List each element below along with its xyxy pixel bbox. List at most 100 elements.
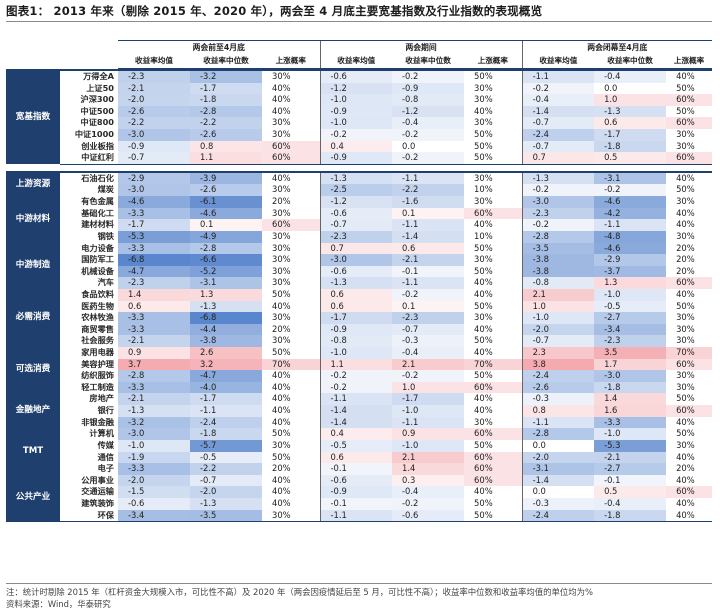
mean-return-cell: -1.4 (521, 474, 595, 487)
median-return-cell: -1.0 (594, 288, 667, 301)
table-row: 中证1000 -3.0 -2.6 30% -0.2 -0.2 50% -2.4 -1.7 30% (6, 129, 712, 141)
mean-return-cell: -3.3 (118, 381, 190, 394)
mean-return-cell: -1.7 (118, 219, 190, 231)
mean-return-cell: -2.6 (118, 105, 190, 118)
rise-probability-cell: 60% (262, 152, 321, 165)
median-return-cell: -2.8 (190, 105, 262, 118)
row-name: 纺织服饰 (81, 370, 114, 381)
rise-probability-cell: 30% (676, 381, 695, 392)
rise-probability-cell: 30% (676, 323, 695, 334)
rise-probability-cell: 30% (272, 184, 291, 195)
header-blank (6, 54, 118, 69)
rise-probability-cell: 50% (272, 451, 291, 462)
median-return-cell: -3.1 (594, 172, 667, 185)
median-return-cell: -2.2 (190, 463, 262, 475)
mean-return-cell: -3.0 (118, 184, 190, 197)
rise-probability-cell: 60% (666, 486, 713, 498)
median-return-cell: -1.2 (392, 105, 465, 118)
rise-probability-cell: 60% (666, 152, 713, 165)
mean-return-cell: -3.3 (118, 323, 190, 336)
median-return-cell: 0.8 (190, 140, 262, 153)
section-rule (6, 68, 713, 71)
median-return-cell: -0.5 (594, 300, 667, 313)
row-name: 家用电器 (81, 347, 114, 358)
table-row: 上游资源 石油石化 -2.9 -3.9 40% -1.3 -1.1 30% -1.3 -3.1 40… (6, 172, 712, 197)
rise-probability-cell: 60% (666, 94, 713, 106)
median-return-cell: -3.7 (594, 265, 667, 278)
mean-return-cell: -0.5 (319, 439, 393, 452)
rise-probability-cell: 40% (272, 300, 291, 311)
median-return-cell: -3.0 (594, 370, 667, 382)
column-header: 收益率均值 (521, 54, 595, 69)
median-return-cell: -0.2 (392, 129, 465, 141)
row-name: 石油石化 (81, 172, 114, 183)
median-return-cell: 0.1 (190, 219, 262, 231)
row-name: 社会服务 (81, 335, 114, 346)
rise-probability-cell: 50% (676, 428, 695, 439)
median-return-cell: 2.1 (392, 358, 465, 371)
row-name: 医药生物 (81, 300, 114, 311)
median-return-cell: -4.0 (190, 381, 262, 394)
mean-return-cell: -0.2 (319, 381, 393, 394)
table-row: 交通运输 -1.5 -2.0 40% -0.9 -0.4 40% 0.0 0.5 60% (6, 486, 713, 498)
row-name: 食品饮料 (81, 288, 114, 299)
rise-probability-cell: 40% (474, 486, 493, 497)
mean-return-cell: -2.8 (521, 230, 595, 243)
mean-return-cell: -1.1 (521, 71, 595, 83)
mean-return-cell: -1.9 (118, 451, 190, 464)
title-divider (6, 21, 712, 22)
mean-return-cell: -2.0 (118, 474, 190, 487)
rise-probability-cell: 10% (474, 184, 493, 195)
column-header: 收益率中位数 (190, 54, 262, 69)
row-name: 交通运输 (81, 486, 114, 497)
mean-return-cell: 3.8 (521, 358, 595, 371)
median-return-cell: -3.1 (190, 277, 262, 289)
mean-return-cell: -0.3 (521, 497, 595, 510)
rise-probability-cell: 40% (676, 219, 695, 230)
section-label: 中游制造 (6, 242, 60, 289)
median-return-cell: -4.4 (190, 323, 262, 336)
row-name: 美容护理 (81, 358, 114, 369)
mean-return-cell: -3.3 (118, 242, 190, 255)
median-return-cell: -0.1 (594, 474, 667, 487)
rise-probability-cell: 20% (676, 242, 695, 253)
rise-probability-cell: 50% (464, 152, 523, 165)
mean-return-cell: -3.0 (118, 428, 190, 440)
table-row: 轻工制造 -3.3 -4.0 40% -0.2 1.0 60% -2.6 -1.8 30% (6, 381, 712, 394)
rise-probability-cell: 40% (474, 277, 493, 288)
rise-probability-cell: 30% (474, 117, 493, 128)
median-return-cell: 1.0 (594, 94, 667, 106)
rise-probability-cell: 40% (676, 207, 695, 218)
rise-probability-cell: 60% (464, 428, 523, 440)
rise-probability-cell: 40% (474, 323, 493, 334)
footer: 注：统计时剔除 2015 年（杠杆资金大规模入市，可比性不高）及 2020 年（… (6, 586, 593, 610)
table-row: 宽基指数 万得全A -2.3 -3.2 30% -0.6 -0.2 50% -1.1 -0.4 40… (6, 71, 712, 165)
table-row: 国防军工 -6.8 -6.6 30% -3.0 -2.1 30% -3.8 -2.9 20% (6, 254, 712, 266)
mean-return-cell: -0.7 (521, 117, 595, 130)
median-return-cell: 0.1 (392, 300, 465, 313)
median-return-cell: -4.7 (190, 370, 262, 382)
rise-probability-cell: 40% (272, 82, 291, 93)
mean-return-cell: -3.1 (521, 463, 595, 475)
median-return-cell: -1.3 (190, 300, 262, 313)
mean-return-cell: -0.8 (521, 277, 595, 289)
table-row: 商贸零售 -3.3 -4.4 20% -0.9 -0.7 40% -2.0 -3.4 30% (6, 323, 712, 336)
mean-return-cell: -1.3 (118, 405, 190, 417)
mean-return-cell: -2.9 (118, 172, 190, 185)
rise-probability-cell: 60% (262, 219, 321, 231)
row-name: 中证红利 (60, 152, 118, 165)
rise-probability-cell: 40% (272, 474, 291, 485)
mean-return-cell: -0.4 (521, 94, 595, 106)
column-header: 收益率中位数 (594, 54, 667, 69)
mean-return-cell: -1.0 (521, 312, 595, 324)
table-row: 非银金融 -3.2 -2.4 40% -1.4 -1.1 30% -1.1 -3.3 40% (6, 416, 712, 429)
mean-return-cell: -0.6 (118, 497, 190, 510)
mean-return-cell: -3.2 (118, 416, 190, 429)
rise-probability-cell: 30% (272, 242, 291, 253)
column-header: 收益率均值 (319, 54, 393, 69)
mean-return-cell: -1.1 (319, 393, 393, 406)
median-return-cell: 1.0 (392, 381, 465, 394)
performance-table: 两会前至4月底 两会期间 两会闭幕至4月底 收益率均值 收益率中位数 上涨概率 收益率均值收… (6, 40, 713, 523)
row-name: 建筑装饰 (81, 497, 114, 508)
rise-probability-cell: 70% (262, 358, 321, 371)
